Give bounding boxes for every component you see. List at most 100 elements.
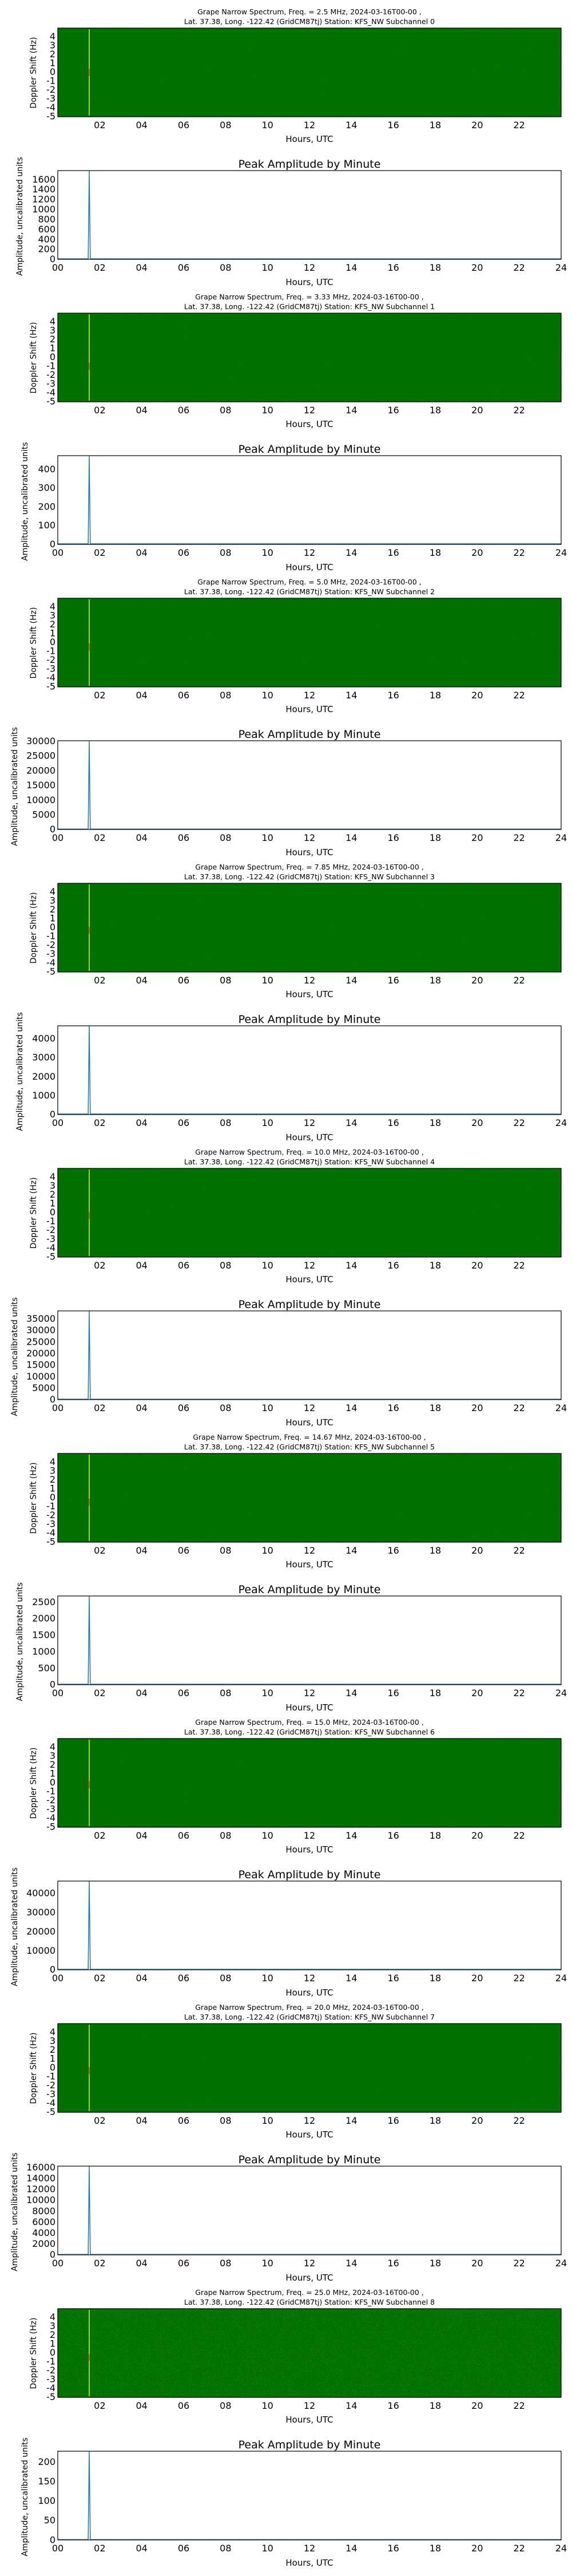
spectrum-y-tick-label: 3 [50,1750,55,1761]
spectrum-x-tick-label: 02 [94,1830,105,1841]
spectrum-y-tick-label: -2 [46,1224,55,1235]
spectrum-x-tick-label: 12 [304,1545,315,1556]
peak-y-tick-label: 0 [50,1964,55,1975]
peak-x-axis-label: Hours, UTC [285,847,333,858]
peak-x-tick-label: 16 [387,1688,399,1698]
peak-x-tick-label: 02 [94,1402,105,1413]
spectrum-x-tick-label: 08 [220,690,231,701]
peak-y-tick-label: 2500 [32,1597,55,1607]
spectrum-x-tick-label: 08 [220,2400,231,2411]
peak-x-tick-label: 00 [52,262,63,273]
spectrogram-noise [58,28,561,117]
peak-y-tick-label: 0 [50,824,55,835]
spectrum-x-tick-label: 16 [387,975,399,986]
peak-x-axis-label: Hours, UTC [285,277,333,287]
peak-y-tick-label: 100 [38,520,55,531]
spectrogram-frame [57,598,562,688]
peak-x-tick-label: 10 [261,1973,273,1984]
spectrum-y-tick-label: 2 [50,904,55,915]
peak-y-axis-label: Amplitude, uncalibrated units [10,2152,19,2271]
spectrum-x-tick-label: 12 [304,1260,315,1271]
peak-y-tick-label: 0 [50,254,55,264]
peak-x-tick-label: 14 [345,2543,357,2554]
spectrum-x-tick-label: 10 [261,1545,273,1556]
peak-x-tick-label: 16 [387,832,399,843]
spectrum-y-tick-label: -2 [46,1795,55,1805]
spectrogram-frame [57,2308,562,2398]
spectrum-y-tick-label: -2 [46,939,55,950]
peak-x-tick-label: 14 [345,2258,357,2269]
peak-x-tick-label: 00 [52,1117,63,1128]
peak-x-tick-label: 00 [52,1688,63,1698]
peak-y-tick-label: 25000 [26,1336,55,1347]
spectrum-x-tick-label: 16 [387,405,399,416]
peak-plot-frame [57,2166,562,2255]
spectrum-y-tick-label: 4 [50,886,55,897]
peak-y-tick-label: 200 [38,244,55,255]
peak-y-tick-label: 2000 [32,1613,55,1624]
peak-x-tick-label: 12 [304,1973,315,1984]
peak-x-tick-label: 24 [555,1402,567,1413]
peak-x-tick-label: 14 [345,832,357,843]
spectrum-x-tick-label: 04 [136,405,147,416]
peak-x-tick-label: 14 [345,262,357,273]
spectrum-y-tick-label: 3 [50,2320,55,2331]
spectrum-x-tick-label: 20 [471,975,483,986]
peak-x-tick-label: 08 [220,1973,231,1984]
peak-x-axis-label: Hours, UTC [285,2273,333,2283]
spectrum-x-tick-label: 22 [513,120,525,131]
peak-x-tick-label: 20 [471,1688,483,1698]
spectrum-y-tick-label: -3 [46,1518,55,1529]
spectrum-y-axis-label: Doppler Shift (Hz) [29,1748,38,1819]
peak-x-axis-label: Hours, UTC [285,562,333,572]
spectrum-x-tick-label: 06 [178,405,189,416]
peak-plot-area [58,2166,561,2255]
peak-y-tick-label: 200 [38,501,55,512]
spectrum-y-tick-label: -1 [46,75,55,86]
plot-pair-subchannel-4: Grape Narrow Spectrum, Freq. = 10.0 MHz,… [10,1148,567,1428]
peak-x-tick-label: 18 [430,1688,441,1698]
spectrum-y-tick-label: -4 [46,672,55,683]
peak-x-tick-label: 06 [178,547,189,558]
spectrum-title-line-2: Lat. 37.38, Long. -122.42 (GridCM87tj) S… [184,872,435,881]
spectrum-x-axis-label: Hours, UTC [285,1844,333,1855]
peak-y-tick-label: 300 [38,483,55,493]
spectrum-title-line-2: Lat. 37.38, Long. -122.42 (GridCM87tj) S… [184,2298,435,2306]
spectrum-y-tick-label: -3 [46,378,55,389]
spectrum-y-axis-label: Doppler Shift (Hz) [29,37,38,109]
peak-x-tick-label: 24 [555,1688,567,1698]
peak-x-tick-label: 08 [220,262,231,273]
peak-x-tick-label: 18 [430,2258,441,2269]
peak-plot-area [58,1026,561,1115]
spectrum-y-tick-label: -1 [46,360,55,371]
peak-y-tick-label: 10000 [26,1371,55,1382]
spectrum-y-tick-label: 3 [50,1465,55,1476]
spectrogram-frame [57,1168,562,1258]
peak-x-tick-label: 20 [471,2543,483,2554]
spectrum-x-axis-label: Hours, UTC [285,1559,333,1570]
spectrum-x-tick-label: 10 [261,690,273,701]
spectrum-y-tick-label: 3 [50,2035,55,2046]
spectrum-y-tick-label: 0 [50,66,55,77]
spectrum-x-tick-label: 18 [430,2400,441,2411]
peak-y-tick-label: 0 [50,2249,55,2260]
peak-x-tick-label: 20 [471,1973,483,1984]
peak-x-tick-label: 12 [304,262,315,273]
spectrum-title-line-2: Lat. 37.38, Long. -122.42 (GridCM87tj) S… [184,17,435,26]
peak-x-tick-label: 04 [136,262,147,273]
peak-y-axis-label: Amplitude, uncalibrated units [15,157,25,276]
plots-container: Grape Narrow Spectrum, Freq. = 2.5 MHz, … [10,7,567,2568]
plot-pair-subchannel-0: Grape Narrow Spectrum, Freq. = 2.5 MHz, … [15,7,567,287]
spectrum-x-tick-label: 14 [345,1260,357,1271]
spectrum-y-tick-label: -4 [46,2097,55,2108]
spectrum-x-tick-label: 20 [471,1260,483,1271]
peak-x-tick-label: 04 [136,1688,147,1698]
peak-y-tick-label: 1200 [32,194,55,205]
spectrum-x-tick-label: 20 [471,2400,483,2411]
spectrum-y-tick-label: 2 [50,2329,55,2340]
peak-x-tick-label: 10 [261,2543,273,2554]
peak-x-tick-label: 16 [387,1973,399,1984]
peak-x-tick-label: 04 [136,1402,147,1413]
peak-y-tick-label: 200 [38,2456,55,2467]
spectrum-y-tick-label: -4 [46,102,55,113]
